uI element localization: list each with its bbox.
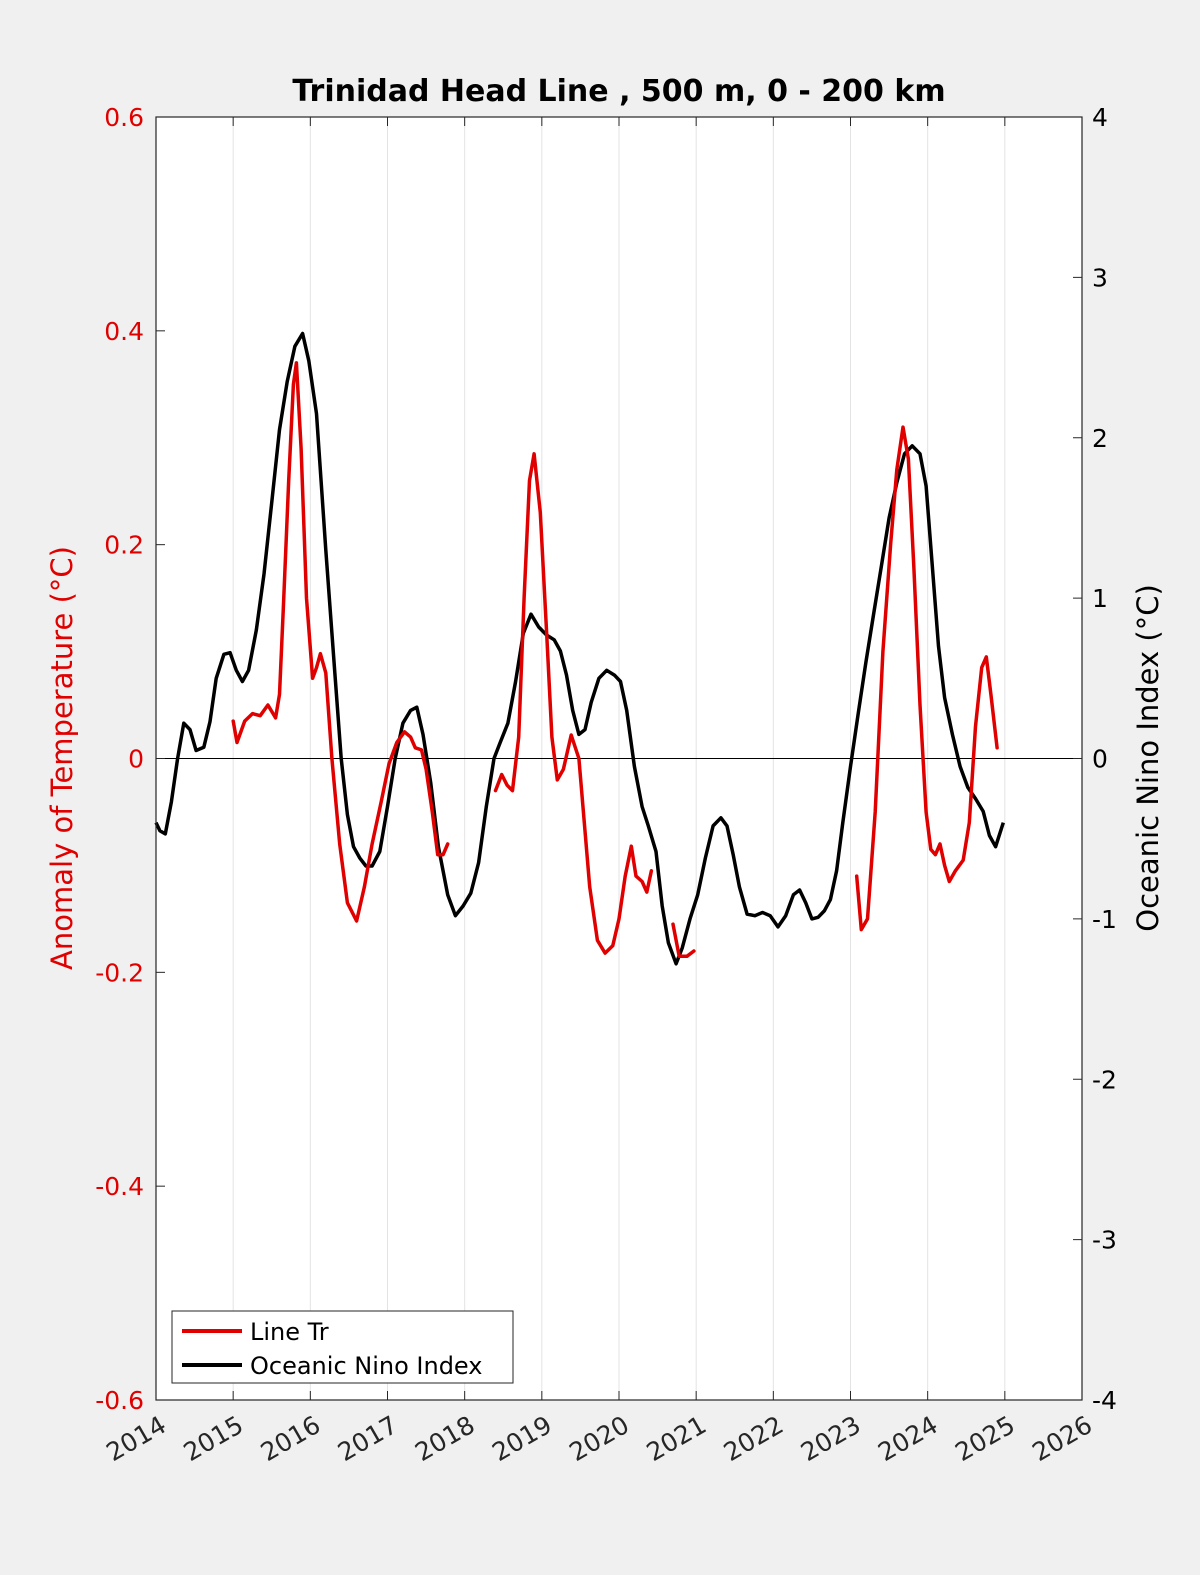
y-right-tick-label: 4 (1092, 103, 1108, 132)
x-tick-label: 2025 (950, 1410, 1020, 1467)
x-tick-label: 2017 (333, 1410, 403, 1467)
x-tick-label: 2022 (719, 1410, 789, 1467)
tick-marks (155, 116, 1083, 1401)
series-line-tr-segment (231, 361, 450, 923)
x-tick-label: 2021 (642, 1410, 712, 1467)
x-tick-label: 2019 (487, 1410, 557, 1467)
x-tick-label: 2014 (101, 1410, 171, 1467)
y-right-tick-label: -4 (1092, 1386, 1117, 1415)
y-left-tick-label: -0.2 (95, 958, 144, 987)
series-line-tr-segment (671, 922, 696, 959)
x-tick-label: 2020 (564, 1410, 634, 1467)
y-left-tick-label: 0.2 (104, 531, 144, 560)
y-right-tick-label: -1 (1092, 905, 1117, 934)
x-tick-label: 2015 (179, 1410, 249, 1467)
tick-labels: 2014 2015 2016 2017 2018 2019 2020 2021 2022 2023… (95, 103, 1117, 1467)
y-right-tick-label: -3 (1092, 1226, 1117, 1255)
legend-box (171, 1310, 514, 1384)
y-left-tick-label: -0.6 (95, 1386, 144, 1415)
y-right-tick-label: 3 (1092, 263, 1108, 292)
y-left-tick-label: -0.4 (95, 1172, 144, 1201)
y-left-tick-label: 0.4 (104, 317, 144, 346)
series-line-tr-segment (493, 452, 654, 955)
x-tick-label: 2018 (410, 1410, 480, 1467)
series-layer (154, 331, 1005, 966)
legend-label-oni: Oceanic Nino Index (250, 1352, 482, 1380)
x-tick-label: 2016 (256, 1410, 326, 1467)
legend-label-line-tr: Line Tr (250, 1318, 329, 1346)
y-axis-right-label: Oceanic Nino Index (°C) (1131, 584, 1165, 932)
y-right-tick-label: 0 (1092, 745, 1108, 774)
x-tick-label: 2026 (1027, 1410, 1097, 1467)
x-tick-label: 2023 (796, 1410, 866, 1467)
y-left-tick-label: 0 (128, 745, 144, 774)
chart-title: Trinidad Head Line , 500 m, 0 - 200 km (292, 74, 945, 109)
series-oceanic-nino-index (154, 331, 1005, 966)
y-right-tick-label: -2 (1092, 1065, 1117, 1094)
x-tick-label: 2024 (873, 1410, 943, 1467)
legend: Line Tr Oceanic Nino Index (171, 1310, 514, 1384)
y-right-tick-label: 2 (1092, 424, 1108, 453)
y-axis-left-label: Anomaly of Temperature (°C) (45, 546, 79, 970)
y-right-tick-label: 1 (1092, 584, 1108, 613)
y-left-tick-label: 0.6 (104, 103, 144, 132)
series-line-tr-segment (854, 425, 999, 932)
